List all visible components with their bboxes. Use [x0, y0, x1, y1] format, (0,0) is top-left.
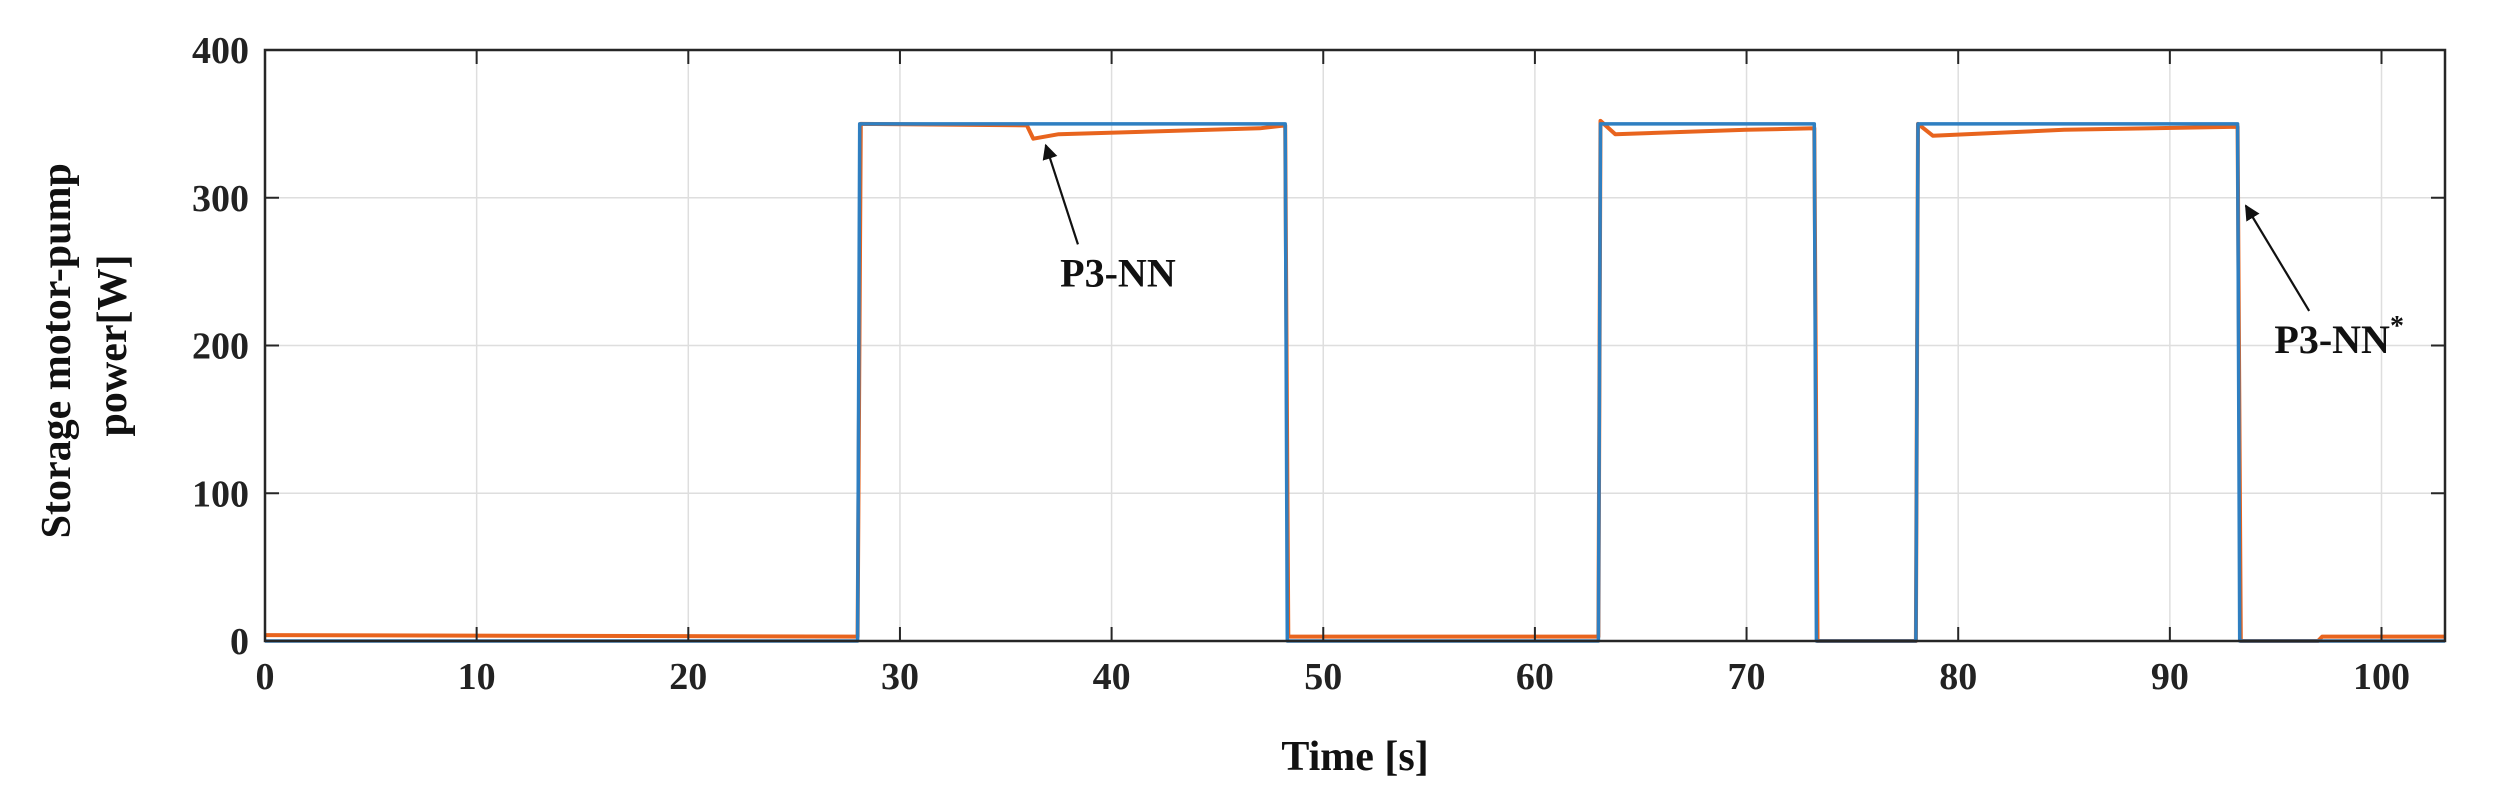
x-tick-label: 0: [256, 656, 275, 698]
y-tick-label: 0: [230, 621, 249, 663]
x-tick-label: 30: [881, 656, 919, 698]
x-tick-label: 50: [1304, 656, 1342, 698]
x-axis-label: Time [s]: [1281, 734, 1428, 780]
y-axis-label-line-2: power[W]: [90, 255, 136, 437]
y-tick-label: 300: [192, 178, 249, 220]
series-line-2: [265, 122, 2445, 643]
annotation-superscript: *: [2390, 311, 2404, 342]
x-tick-label: 60: [1516, 656, 1554, 698]
x-tick-label: 90: [2151, 656, 2189, 698]
y-axis-label: Storage motor-pump power[W]: [34, 153, 136, 539]
y-tick-label: 400: [192, 30, 249, 72]
series-line-1: [264, 118, 2445, 643]
annotation-label: P3-NN: [1060, 250, 1176, 295]
x-tick-label: 70: [1728, 656, 1766, 698]
x-tick-label: 100: [2353, 656, 2410, 698]
tick-labels: 0 10 20 30 40 50 60 70 80 90 100 0 100 200 300 400: [192, 30, 2445, 698]
annotation-arrow: [1042, 143, 1079, 245]
annotation-label-text: P3-NN: [2274, 317, 2390, 362]
x-tick-label: 80: [1939, 656, 1977, 698]
grid: [264, 49, 2445, 642]
y-tick-label: 100: [192, 473, 249, 515]
annotation-arrow: [2244, 204, 2311, 312]
x-tick-label: 40: [1093, 656, 1131, 698]
y-tick-label: 200: [192, 326, 249, 368]
y-axis-label-line-1: Storage motor-pump: [34, 163, 80, 538]
x-tick-label: 20: [669, 656, 707, 698]
series-layer: [264, 118, 2445, 643]
annotation-label-text: P3-NN: [1060, 250, 1176, 295]
x-tick-label: 10: [458, 656, 496, 698]
annotation-label: P3-NN*: [2274, 311, 2404, 362]
